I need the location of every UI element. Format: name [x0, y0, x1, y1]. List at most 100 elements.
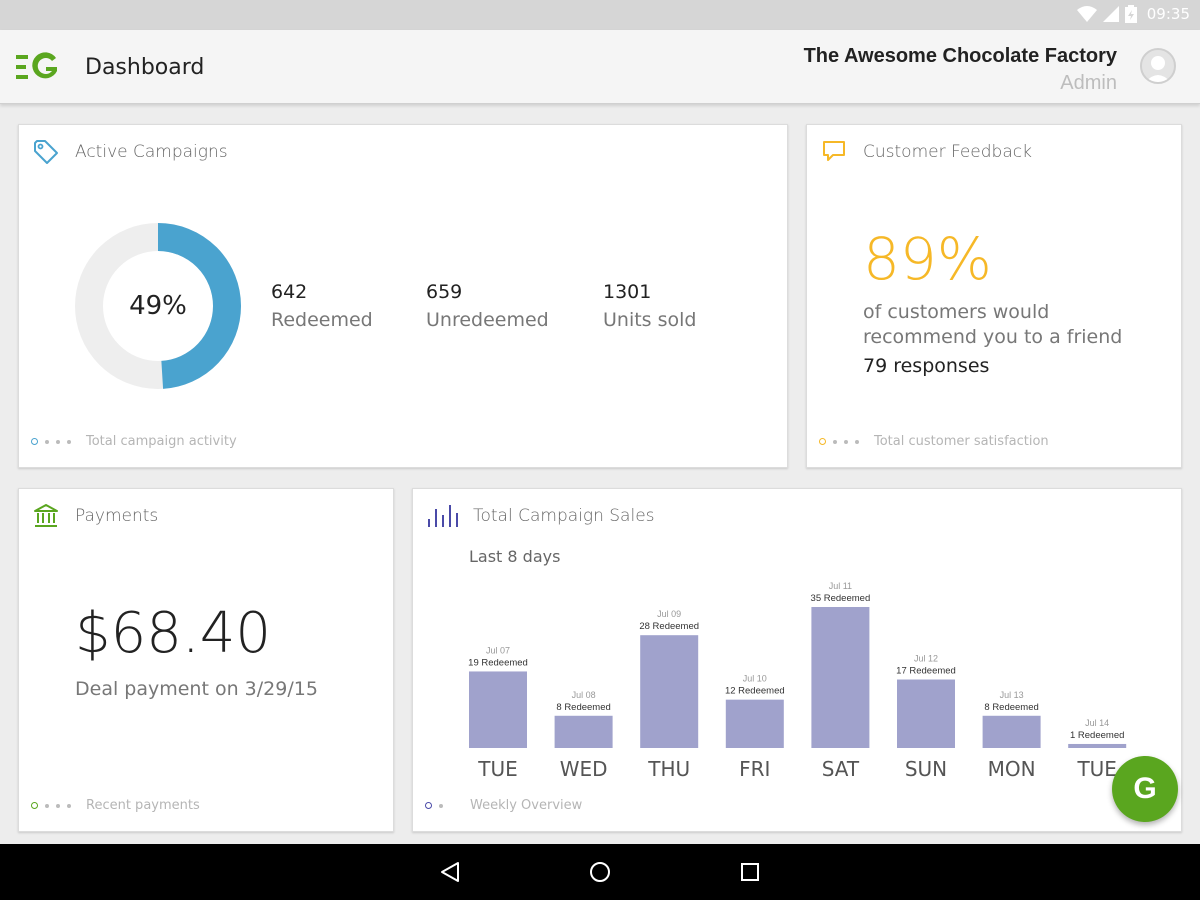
- footer-label: Weekly Overview: [470, 798, 583, 813]
- tag-icon: [33, 139, 59, 170]
- stat-label: Units sold: [603, 309, 697, 331]
- recents-icon: [741, 863, 759, 881]
- bar-value-label: 17 Redeemed: [896, 666, 956, 677]
- page-indicator[interactable]: [855, 439, 859, 444]
- page-indicator[interactable]: [56, 439, 60, 444]
- fab-label: G: [1133, 772, 1157, 805]
- page-indicator[interactable]: [844, 439, 848, 444]
- floating-action-button[interactable]: G: [1112, 756, 1178, 822]
- page-indicator[interactable]: [67, 803, 71, 808]
- stat-units-sold: 1301 Units sold: [603, 281, 696, 331]
- bar-value-label: 35 Redeemed: [811, 593, 871, 604]
- chart-bar: [554, 715, 613, 748]
- card-title: Customer Feedback: [863, 142, 1032, 162]
- chat-bubble-icon: [821, 139, 847, 170]
- bar-value-label: 19 Redeemed: [468, 657, 528, 668]
- x-tick-label: WED: [560, 757, 608, 781]
- feedback-text: of customers would recommend you to a fr…: [863, 301, 1123, 348]
- wifi-icon: [1076, 6, 1097, 22]
- bar-date-label: Jul 14: [1085, 718, 1109, 728]
- back-icon: [441, 862, 459, 882]
- bar-date-label: Jul 12: [914, 654, 938, 664]
- campaign-sales-card[interactable]: Total Campaign Sales Last 8 days 19 Rede…: [412, 488, 1182, 832]
- bar-date-label: Jul 09: [657, 609, 681, 619]
- card-title: Total Campaign Sales: [473, 506, 655, 526]
- feedback-percent: 89%: [863, 225, 992, 293]
- bar-date-label: Jul 08: [572, 690, 596, 700]
- home-button[interactable]: [588, 860, 612, 889]
- bar-date-label: Jul 13: [1000, 690, 1024, 700]
- bar-date-label: Jul 07: [486, 645, 510, 655]
- status-bar: 09:35: [0, 0, 1200, 30]
- app-logo[interactable]: [16, 52, 60, 87]
- card-title: Payments: [75, 506, 159, 526]
- x-tick-label: SAT: [822, 757, 860, 781]
- card-footer: Total customer satisfaction: [819, 434, 1049, 449]
- active-campaigns-card[interactable]: Active Campaigns 49% 642 Redeemed 659 Un…: [18, 124, 788, 468]
- chart-bar: [469, 671, 527, 748]
- page-indicator-active[interactable]: [819, 438, 826, 445]
- customer-feedback-card[interactable]: Customer Feedback 89% of customers would…: [806, 124, 1182, 468]
- x-tick-label: TUE: [1076, 757, 1117, 781]
- page-indicator-active[interactable]: [425, 802, 432, 809]
- account-info[interactable]: The Awesome Chocolate Factory Admin: [804, 45, 1117, 95]
- app-bar: Dashboard The Awesome Chocolate Factory …: [0, 30, 1200, 104]
- campaign-donut-chart: [75, 223, 241, 389]
- x-tick-label: SUN: [905, 757, 947, 781]
- battery-icon: [1124, 5, 1137, 23]
- avatar[interactable]: [1140, 48, 1176, 84]
- stat-label: Redeemed: [271, 309, 373, 331]
- bar-date-label: Jul 10: [743, 674, 767, 684]
- company-name: The Awesome Chocolate Factory: [803, 45, 1117, 67]
- chart-bar: [640, 635, 699, 748]
- x-tick-label: TUE: [477, 757, 518, 781]
- chart-bar: [811, 607, 870, 748]
- page-indicator-active[interactable]: [31, 802, 38, 809]
- page-indicator[interactable]: [45, 803, 49, 808]
- card-footer: Total campaign activity: [31, 434, 237, 449]
- stat-value: 1301: [603, 281, 652, 303]
- cellular-icon: [1102, 6, 1119, 22]
- footer-label: Total customer satisfaction: [874, 434, 1049, 449]
- page-indicator[interactable]: [56, 803, 60, 808]
- status-time: 09:35: [1146, 5, 1190, 23]
- page-indicator[interactable]: [45, 439, 49, 444]
- sales-bar-chart: 19 Redeemed Jul 07 TUE 8 Redeemed Jul 08 WED 2…: [468, 581, 1127, 781]
- stat-value: 659: [426, 281, 463, 303]
- feedback-responses: 79 responses: [863, 355, 990, 377]
- payment-amount: $68.40: [75, 601, 271, 666]
- bar-value-label: 1 Redeemed: [1070, 730, 1124, 741]
- stat-value: 642: [271, 281, 308, 303]
- user-icon: [1145, 56, 1171, 82]
- home-icon: [590, 862, 610, 882]
- donut-percent: 49%: [129, 291, 187, 321]
- x-tick-label: MON: [988, 757, 1036, 781]
- stat-redeemed: 642 Redeemed: [271, 281, 373, 331]
- chart-bar: [1068, 743, 1127, 748]
- footer-label: Total campaign activity: [86, 434, 237, 449]
- card-footer: Recent payments: [31, 798, 200, 813]
- bar-value-label: 12 Redeemed: [725, 686, 785, 697]
- page-indicator-active[interactable]: [31, 438, 38, 445]
- page-indicator[interactable]: [439, 803, 443, 808]
- chart-bar: [897, 679, 955, 748]
- recents-button[interactable]: [738, 860, 762, 889]
- bar-date-label: Jul 11: [829, 581, 852, 591]
- back-button[interactable]: [438, 860, 462, 889]
- payments-card[interactable]: Payments $68.40 Deal payment on 3/29/15 …: [18, 488, 394, 832]
- card-footer: Weekly Overview: [425, 798, 582, 813]
- bar-chart-icon: [427, 503, 459, 534]
- page-indicator[interactable]: [67, 439, 71, 444]
- chart-subtitle: Last 8 days: [469, 547, 561, 566]
- page-title: Dashboard: [85, 55, 205, 80]
- page-indicator[interactable]: [833, 439, 837, 444]
- bar-value-label: 8 Redeemed: [984, 702, 1038, 713]
- stat-unredeemed: 659 Unredeemed: [426, 281, 549, 331]
- x-tick-label: FRI: [739, 757, 770, 781]
- chart-bar: [725, 699, 784, 748]
- card-title: Active Campaigns: [75, 142, 228, 162]
- user-role: Admin: [1060, 72, 1117, 94]
- bar-value-label: 8 Redeemed: [556, 702, 610, 713]
- donut-arc: [75, 223, 241, 389]
- x-tick-label: THU: [647, 757, 690, 781]
